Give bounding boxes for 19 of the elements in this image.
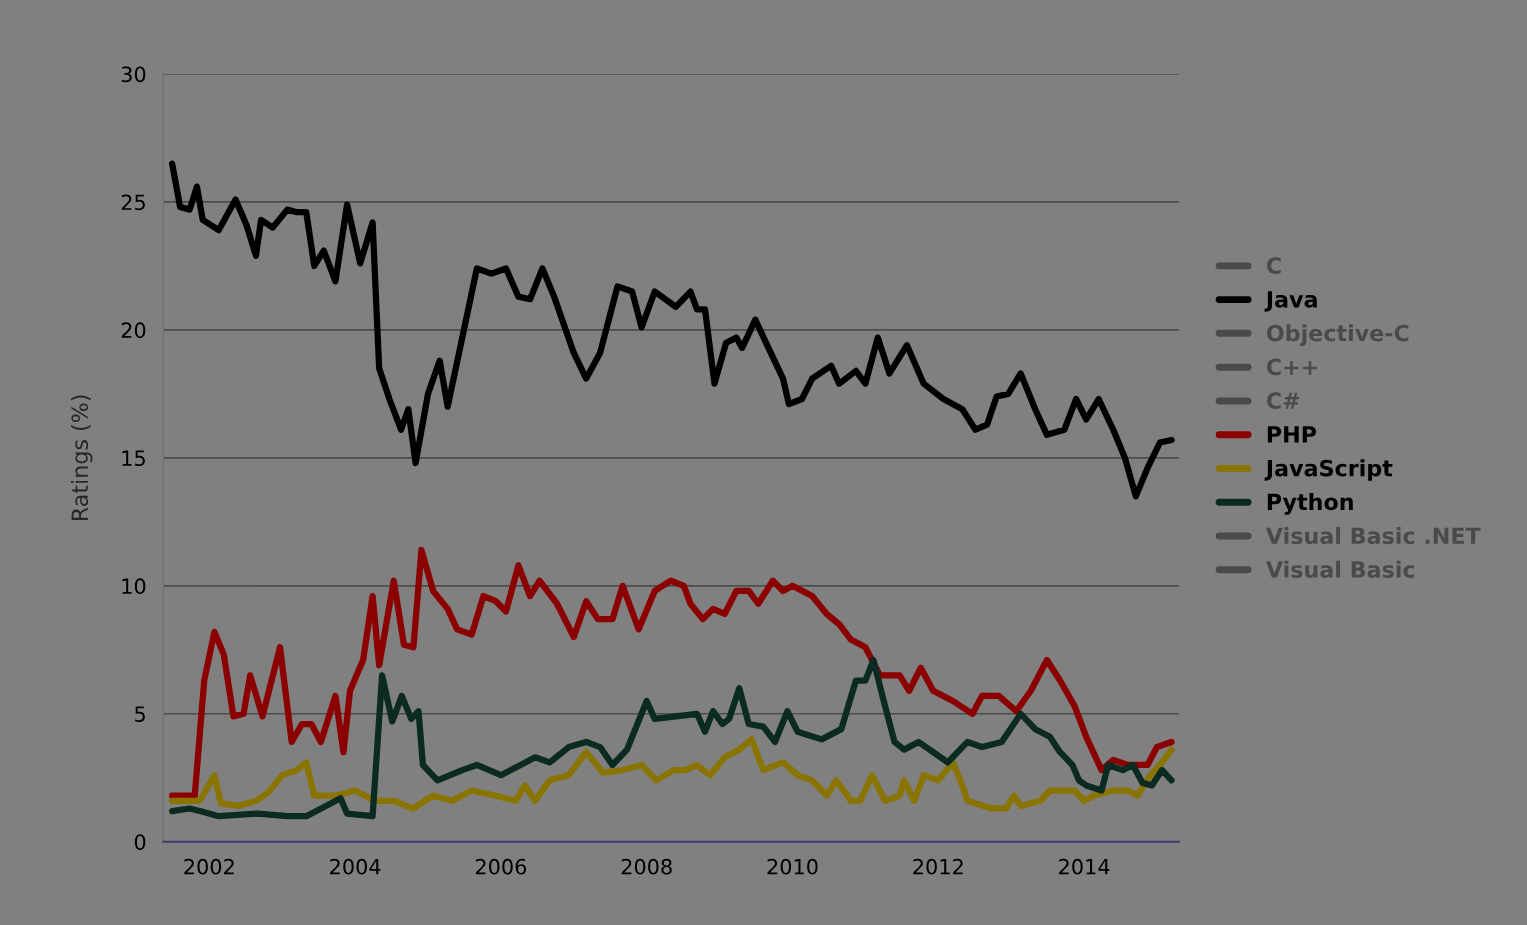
x-tick-label: 2008 — [621, 858, 672, 875]
y-tick-label: 5 — [135, 706, 145, 722]
y-tick-label: 10 — [122, 578, 146, 595]
y-tick-label: 15 — [122, 450, 145, 467]
x-tick-label: 2006 — [475, 858, 527, 875]
x-tick-label: 2010 — [767, 858, 818, 875]
x-tick-label: 2004 — [330, 858, 381, 875]
legend-label: JavaScript — [1264, 459, 1393, 481]
x-tick-label: 2012 — [913, 858, 963, 875]
y-tick-label: 0 — [134, 834, 146, 850]
y-tick-label: 30 — [121, 66, 146, 83]
legend-label: PHP — [1267, 426, 1317, 443]
x-tick-label: 2014 — [1059, 858, 1110, 875]
legend-label: Java — [1264, 291, 1317, 312]
legend-label: Python — [1267, 493, 1353, 515]
y-axis-title: Ratings (%) — [70, 395, 93, 521]
y-tick-label: 25 — [121, 194, 145, 211]
y-tick-label: 20 — [121, 322, 146, 339]
x-tick-label: 2002 — [184, 858, 234, 875]
